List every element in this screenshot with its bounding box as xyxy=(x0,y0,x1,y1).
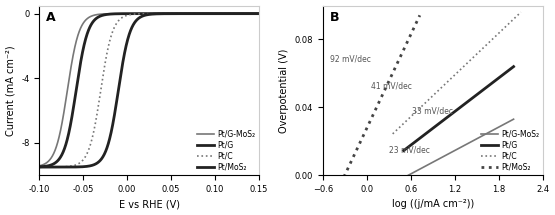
Pt/G-MoS₂ xyxy=(207,12,214,15)
Pt/MoS₂ xyxy=(211,12,218,15)
X-axis label: log ((j/mA cm⁻²)): log ((j/mA cm⁻²)) xyxy=(392,200,474,209)
Text: 23 mV/dec: 23 mV/dec xyxy=(389,146,430,155)
Legend: Pt/G-MoS₂, Pt/G, Pt/C, Pt/MoS₂: Pt/G-MoS₂, Pt/G, Pt/C, Pt/MoS₂ xyxy=(197,130,255,171)
Pt/G xyxy=(133,12,139,15)
Y-axis label: Overpotential (V): Overpotential (V) xyxy=(279,48,289,133)
Pt/MoS₂ xyxy=(58,166,65,168)
Pt/G xyxy=(207,12,214,15)
Pt/G-MoS₂ xyxy=(187,12,194,15)
Pt/G xyxy=(256,12,263,15)
Pt/MoS₂ xyxy=(36,166,43,168)
Pt/G-MoS₂ xyxy=(133,12,139,15)
Text: B: B xyxy=(330,11,339,24)
Pt/C xyxy=(125,14,132,16)
Y-axis label: Current (mA cm⁻²): Current (mA cm⁻²) xyxy=(6,45,16,136)
Pt/C xyxy=(187,12,194,15)
Text: 33 mV/dec: 33 mV/dec xyxy=(412,107,453,116)
Pt/C xyxy=(211,12,218,15)
Pt/MoS₂ xyxy=(133,20,139,22)
Pt/G xyxy=(36,166,43,168)
Pt/C xyxy=(256,12,263,15)
Pt/MoS₂ xyxy=(187,12,194,15)
Pt/G-MoS₂ xyxy=(125,12,132,15)
Pt/C xyxy=(36,166,43,168)
Pt/G xyxy=(211,12,218,15)
Pt/G xyxy=(125,12,132,15)
Line: Pt/C: Pt/C xyxy=(39,14,259,167)
Legend: Pt/G-MoS₂, Pt/G, Pt/C, Pt/MoS₂: Pt/G-MoS₂, Pt/G, Pt/C, Pt/MoS₂ xyxy=(481,130,539,171)
Pt/C xyxy=(207,12,214,15)
Text: A: A xyxy=(46,11,56,24)
Pt/G-MoS₂ xyxy=(36,164,43,167)
Text: 92 mV/dec: 92 mV/dec xyxy=(330,54,371,63)
Pt/MoS₂ xyxy=(125,37,132,39)
Text: 41 mV/dec: 41 mV/dec xyxy=(371,81,412,90)
Pt/G xyxy=(58,154,65,157)
Pt/G-MoS₂ xyxy=(58,124,65,126)
Pt/MoS₂ xyxy=(256,12,263,15)
Line: Pt/MoS₂: Pt/MoS₂ xyxy=(39,14,259,167)
Pt/G-MoS₂ xyxy=(256,12,263,15)
X-axis label: E vs RHE (V): E vs RHE (V) xyxy=(119,200,180,209)
Pt/G-MoS₂ xyxy=(211,12,218,15)
Pt/MoS₂ xyxy=(207,12,214,15)
Pt/C xyxy=(58,166,65,168)
Line: Pt/G: Pt/G xyxy=(39,14,259,167)
Pt/C xyxy=(133,13,139,15)
Pt/G xyxy=(187,12,194,15)
Line: Pt/G-MoS₂: Pt/G-MoS₂ xyxy=(39,14,259,166)
